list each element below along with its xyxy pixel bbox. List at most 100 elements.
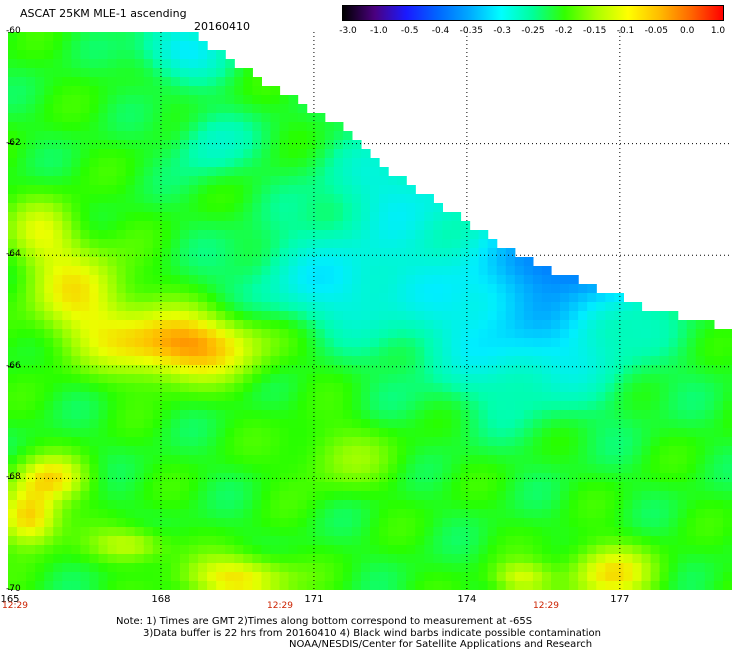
wind-cell <box>161 536 172 546</box>
wind-cell <box>713 464 724 474</box>
wind-cell <box>26 509 36 519</box>
wind-cell <box>442 374 453 384</box>
wind-cell <box>297 446 308 456</box>
wind-cell <box>397 500 407 510</box>
wind-cell <box>433 221 443 231</box>
wind-cell <box>605 491 615 501</box>
wind-cell <box>152 122 163 132</box>
wind-cell <box>324 545 335 555</box>
wind-cell <box>641 482 652 492</box>
wind-cell <box>541 266 552 276</box>
wind-cell <box>270 104 281 114</box>
wind-cell <box>116 176 127 186</box>
wind-cell <box>360 563 371 573</box>
wind-cell <box>505 581 516 590</box>
wind-cell <box>478 257 489 267</box>
wind-cell <box>487 437 498 447</box>
wind-cell <box>514 428 525 438</box>
wind-cell <box>17 77 27 87</box>
wind-cell <box>179 518 190 528</box>
wind-cell <box>596 383 606 393</box>
wind-cell <box>306 230 317 240</box>
wind-cell <box>569 410 579 420</box>
wind-cell <box>605 563 615 573</box>
wind-cell <box>98 356 109 366</box>
wind-cell <box>71 59 81 69</box>
wind-cell <box>107 113 118 123</box>
wind-cell <box>478 500 489 510</box>
wind-cell <box>505 536 516 546</box>
wind-cell <box>315 428 326 438</box>
wind-cell <box>695 383 706 393</box>
wind-cell <box>216 437 226 447</box>
colorbar-label: 1.0 <box>710 26 726 36</box>
wind-cell <box>216 158 226 168</box>
wind-cell <box>116 545 127 555</box>
wind-cell <box>397 464 407 474</box>
wind-cell <box>342 401 353 411</box>
wind-cell <box>587 365 597 375</box>
wind-cell <box>80 158 91 168</box>
wind-cell <box>107 266 118 276</box>
wind-cell <box>641 464 652 474</box>
wind-cell <box>360 230 371 240</box>
wind-cell <box>514 482 525 492</box>
wind-cell <box>297 293 308 303</box>
wind-cell <box>451 401 462 411</box>
wind-cell <box>424 527 434 537</box>
wind-cell <box>207 518 217 528</box>
wind-cell <box>225 572 235 582</box>
wind-cell <box>170 284 181 294</box>
wind-cell <box>170 167 181 177</box>
wind-cell <box>80 311 91 321</box>
wind-cell <box>560 284 570 294</box>
wind-cell <box>35 347 45 357</box>
chart-title: ASCAT 25KM MLE-1 ascending <box>20 7 187 20</box>
wind-cell <box>26 356 36 366</box>
wind-cell <box>143 320 154 330</box>
wind-cell <box>351 347 362 357</box>
wind-cell <box>116 527 127 537</box>
wind-cell <box>143 464 154 474</box>
wind-cell <box>424 383 434 393</box>
wind-cell <box>53 185 63 195</box>
wind-cell <box>17 473 27 483</box>
wind-cell <box>704 437 715 447</box>
wind-cell <box>351 230 362 240</box>
wind-cell <box>243 248 253 258</box>
wind-cell <box>62 473 72 483</box>
wind-cell <box>252 509 262 519</box>
wind-cell <box>623 410 634 420</box>
wind-cell <box>668 581 679 590</box>
wind-cell <box>17 275 27 285</box>
wind-cell <box>342 302 353 312</box>
wind-cell <box>632 356 643 366</box>
wind-cell <box>198 329 208 339</box>
wind-cell <box>35 212 45 222</box>
wind-cell <box>587 473 597 483</box>
wind-cell <box>26 518 36 528</box>
wind-cell <box>514 302 525 312</box>
wind-cell <box>261 185 272 195</box>
wind-cell <box>360 176 371 186</box>
longitude-label: 177 <box>610 594 630 605</box>
wind-cell <box>342 491 353 501</box>
wind-cell <box>107 59 118 69</box>
wind-cell <box>297 491 308 501</box>
wind-cell <box>451 230 462 240</box>
wind-cell <box>496 473 507 483</box>
wind-cell <box>578 329 588 339</box>
wind-cell <box>243 536 253 546</box>
wind-cell <box>252 518 262 528</box>
wind-cell <box>596 374 606 384</box>
wind-cell <box>71 293 81 303</box>
wind-cell <box>116 41 127 51</box>
wind-cell <box>415 419 425 429</box>
wind-cell <box>179 500 190 510</box>
wind-cell <box>469 302 480 312</box>
wind-cell <box>596 536 606 546</box>
wind-cell <box>170 545 181 555</box>
wind-cell <box>116 581 127 590</box>
wind-cell <box>189 122 199 132</box>
wind-cell <box>587 338 597 348</box>
